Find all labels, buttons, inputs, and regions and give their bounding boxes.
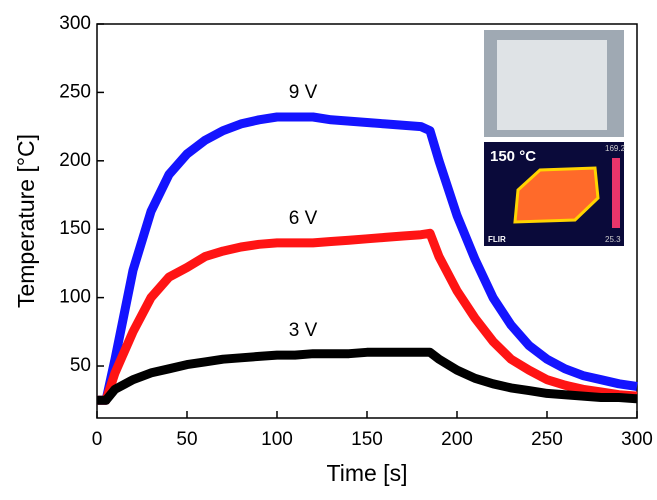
y-tick-label: 150 [59, 218, 91, 239]
x-tick-label: 0 [92, 429, 103, 450]
series-label: 3 V [289, 320, 318, 341]
x-tick-label: 200 [441, 429, 473, 450]
series-line [97, 347, 638, 405]
x-tick-label: 250 [531, 429, 563, 450]
scale-max: 169.2 [605, 144, 626, 153]
x-tick-label: 300 [621, 429, 653, 450]
y-tick-label: 200 [59, 150, 91, 171]
series-line [97, 112, 638, 405]
x-tick-label: 100 [261, 429, 293, 450]
x-tick-label: 50 [176, 429, 197, 450]
y-tick-label: 100 [59, 287, 91, 308]
photo-sample [497, 40, 607, 130]
series-label: 9 V [289, 82, 318, 103]
y-tick-label: 50 [70, 355, 91, 376]
inset-temperature: 150 °C [490, 148, 536, 165]
inset: 150 °C 169.2 25.3 FLIR [484, 30, 626, 246]
x-axis-label: Time [s] [327, 460, 408, 486]
series-label: 6 V [289, 208, 318, 229]
x-tick-label: 150 [351, 429, 383, 450]
y-tick-label: 250 [59, 81, 91, 102]
series-line [97, 228, 638, 405]
brand: FLIR [488, 235, 506, 244]
y-axis-label: Temperature [°C] [13, 134, 39, 308]
scale-min: 25.3 [605, 235, 621, 244]
thermal-hotspot [513, 166, 600, 224]
color-scale [612, 158, 620, 228]
y-tick-label: 300 [59, 13, 91, 34]
